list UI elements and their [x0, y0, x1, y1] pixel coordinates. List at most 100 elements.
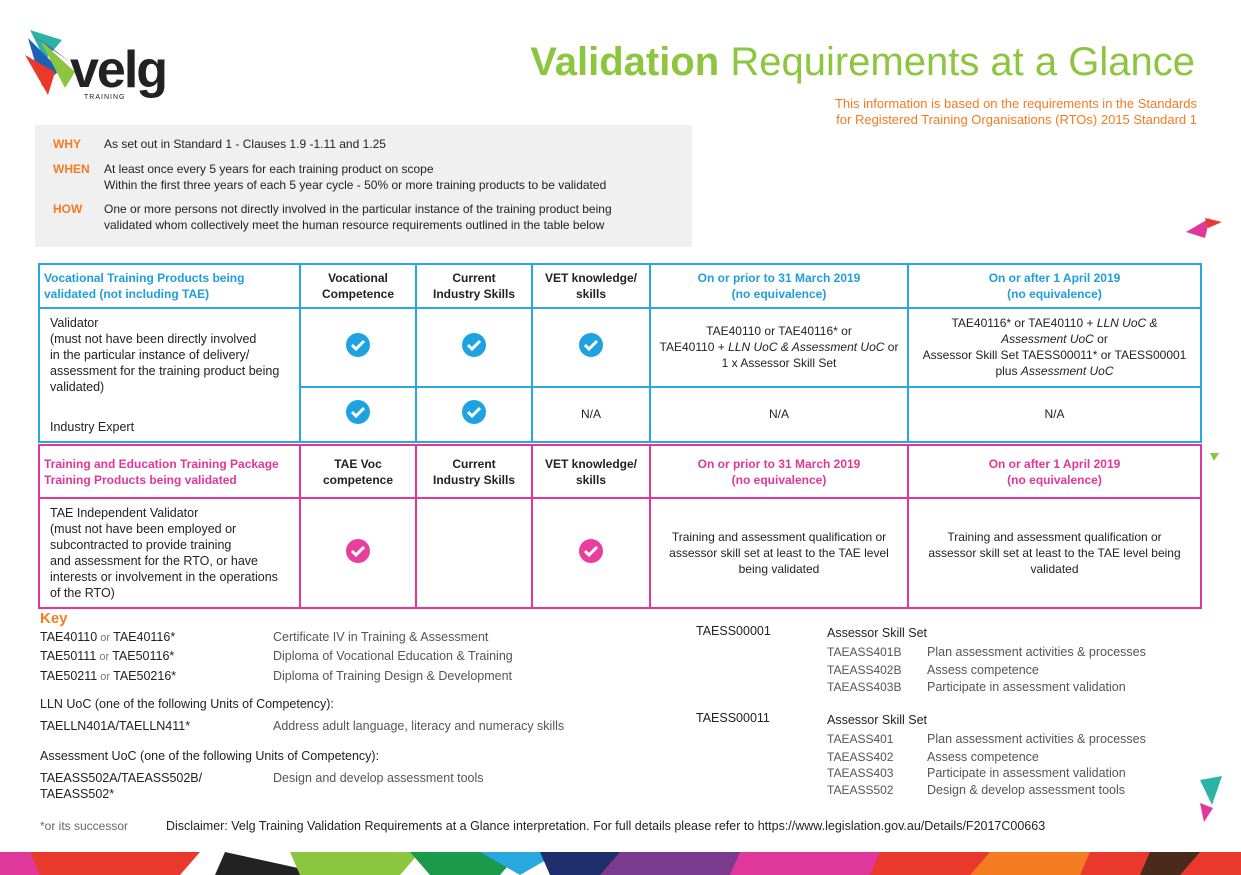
set-title: Assessor Skill Set	[827, 713, 928, 727]
cell-line: Training and assessment qualification or	[913, 529, 1196, 545]
header-line: (no equivalence)	[731, 472, 827, 487]
text-part: TAE40110 or TAE40116* or	[706, 324, 852, 339]
set-code: TAESS00001	[696, 624, 771, 638]
cell-line: assessor skill set at least to the TAE l…	[913, 545, 1196, 561]
info-text: validated whom collectively meet the hum…	[104, 218, 605, 232]
text-part: TAE40116* or TAE40110 +	[951, 316, 1097, 331]
cell: N/A	[649, 385, 909, 444]
text-part: TAE50216*	[113, 669, 177, 683]
key-code: TAEASS502*	[40, 787, 114, 801]
header-line: Training Products being validated	[44, 472, 237, 487]
table-tae: Training and Education Training Package T…	[38, 444, 1202, 609]
label-line: validated)	[50, 380, 105, 394]
header-row: Training and Education Training Package T…	[38, 444, 1202, 499]
unit-desc: Assess competence	[927, 750, 1039, 764]
text-part: N/A	[1044, 407, 1065, 422]
check-icon	[346, 400, 370, 425]
cell: TAE40110 or TAE40116* or TAE40110 + LLN U…	[649, 307, 909, 388]
cell-line: being validated	[655, 561, 903, 577]
header-cell: VET knowledge/skills	[531, 263, 651, 309]
check-icon	[579, 539, 603, 563]
check-icon	[346, 333, 370, 358]
label-title: TAE Independent Validator	[50, 506, 199, 520]
info-label: WHEN	[53, 162, 90, 176]
unit-code: TAEASS401	[827, 732, 894, 746]
set-title: Assessor Skill Set	[827, 626, 928, 640]
cell-line: 1 x Assessor Skill Set	[655, 355, 903, 371]
title-highlight: Validation	[530, 40, 720, 84]
info-box	[35, 125, 692, 247]
cell-line: N/A	[537, 406, 645, 422]
row: TAE Independent Validator (must not have …	[38, 497, 1202, 609]
cell	[415, 307, 533, 388]
header-line: (no equivalence)	[1007, 472, 1102, 487]
header-line: VET knowledge/	[544, 456, 637, 471]
check-icon	[579, 333, 603, 358]
cell: N/A	[531, 385, 651, 444]
text-part: TAE50116*	[112, 649, 175, 663]
cell: Training and assessment qualification or…	[907, 497, 1202, 609]
check-icon	[346, 539, 370, 563]
text-part: TAEASS502*	[40, 787, 115, 801]
header-cell: Vocational Training Products being valida…	[38, 263, 301, 309]
header-line: Vocational	[328, 271, 388, 285]
header-line: Training and Education Training Package	[44, 456, 279, 471]
unit-desc: Participate in assessment validation	[927, 766, 1126, 780]
logo-name: velg	[70, 41, 168, 99]
header-cell: Current Industry Skills	[415, 263, 533, 309]
text-part: or	[97, 671, 114, 683]
cell	[299, 307, 417, 388]
cell	[415, 497, 533, 609]
header-row: Vocational Training Products being valida…	[38, 263, 1202, 309]
footnote: *or its successor	[40, 819, 129, 833]
header-line: Industry Skills	[432, 472, 516, 487]
header-cell: On or after 1 April 2019 (no equivalence)	[907, 263, 1202, 309]
unit-code: TAEASS403	[827, 766, 894, 780]
text-part: N/A	[580, 407, 601, 422]
key-heading: LLN UoC (one of the following Units of C…	[40, 697, 334, 711]
header-line: skills	[575, 287, 607, 301]
header-cell: VET knowledge/skills	[531, 444, 651, 499]
unit-desc: Design & develop assessment tools	[927, 783, 1126, 797]
text-part: Assessor Skill Set TAESS00011* or TAESS0…	[922, 348, 1187, 363]
disclaimer: Disclaimer: Velg Training Validation Req…	[166, 819, 1046, 833]
text-part: 1 x Assessor Skill Set	[721, 356, 837, 371]
header-line: Industry Skills	[432, 287, 516, 301]
text-part: assessor skill set at least to the TAE l…	[669, 546, 889, 560]
label-second: Industry Expert	[50, 420, 135, 434]
label-line: (must not have been directly involved	[50, 332, 257, 346]
header-line: Vocational Training Products being	[44, 271, 245, 285]
text-part: or	[96, 651, 113, 663]
row: N/A N/A N/A	[39, 385, 1202, 444]
cell-line: assessor skill set at least to the TAE l…	[655, 545, 903, 561]
subtitle-line: This information is based on the require…	[834, 96, 1197, 111]
key-code: TAE50211 or TAE50216*	[40, 669, 176, 683]
text-part: N/A	[768, 407, 789, 422]
info-text: One or more persons not directly involve…	[104, 202, 612, 216]
key-code: TAEASS502A/TAEASS502B/	[40, 771, 202, 785]
header-line: TAE Voc	[334, 456, 382, 471]
label-cell: Validator (must not have been directly in…	[38, 307, 301, 443]
text-part: being validated	[738, 562, 820, 576]
cell-line: Assessor Skill Set TAESS00011* or TAESS0…	[913, 347, 1196, 363]
header-line: competence	[322, 472, 394, 487]
subtitle-line: for Registered Training Organisations (R…	[836, 112, 1197, 127]
header-cell: On or prior to 31 March 2019 (no equivale…	[649, 444, 909, 499]
cell	[299, 497, 417, 609]
key-desc: Address adult language, literacy and num…	[273, 719, 565, 733]
header-cell: On or prior to 31 March 2019 (no equivale…	[649, 263, 909, 309]
text-part: TAE40110 +	[659, 340, 729, 355]
key-desc: Certificate IV in Training & Assessment	[273, 630, 489, 644]
cell-line: plus Assessment UoC	[913, 363, 1196, 379]
label-line: of the RTO)	[50, 586, 115, 600]
text-part: Assessment UoC	[1020, 364, 1114, 379]
label-line: and assessment for the RTO, or have	[50, 554, 258, 568]
subtitle: This information is based on the require…	[835, 96, 1197, 128]
text-part: Training and assessment qualification or	[947, 530, 1162, 544]
unit-code: TAEASS402B	[827, 663, 902, 677]
cell-line: N/A	[655, 406, 903, 422]
header-line: On or prior to 31 March 2019	[697, 271, 861, 285]
cell	[531, 497, 651, 609]
header-line: (no equivalence)	[731, 287, 827, 301]
